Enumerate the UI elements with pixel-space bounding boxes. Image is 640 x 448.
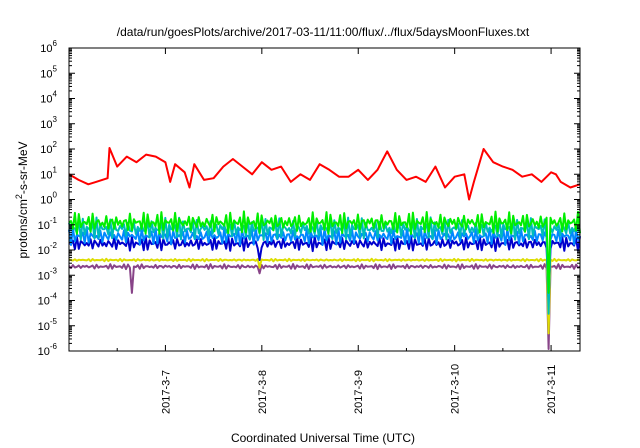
y-tick-label: 101 bbox=[40, 165, 57, 181]
y-tick-label: 103 bbox=[40, 115, 57, 131]
x-tick-label: 2017-3-11 bbox=[546, 365, 558, 414]
y-tick-label: 10-2 bbox=[38, 241, 58, 257]
series-line bbox=[68, 257, 581, 335]
plot-area bbox=[68, 147, 581, 350]
series-line bbox=[68, 235, 581, 302]
y-axis-label-sup: 2 bbox=[14, 194, 24, 199]
series-line bbox=[68, 210, 581, 294]
y-axis-label-rest: -s-sr-MeV bbox=[16, 141, 30, 194]
y-axis: 10-6 10-5 10-4 10-3 10-2 10-1 100 101 102 103 104 1… bbox=[38, 39, 580, 358]
y-tick-label: 10-5 bbox=[38, 317, 58, 333]
y-tick-label: 100 bbox=[40, 191, 57, 207]
y-tick-label: 10-4 bbox=[38, 292, 58, 308]
x-tick-label: 2017-3-8 bbox=[257, 370, 269, 414]
x-axis: 2017-3-7 2017-3-8 2017-3-9 2017-3-10 2017-3-… bbox=[116, 48, 558, 414]
series-line bbox=[68, 147, 581, 201]
chart-title: /data/run/goesPlots/archive/2017-03-11/1… bbox=[117, 25, 530, 39]
y-tick-label: 10-3 bbox=[38, 266, 58, 282]
x-axis-label: Coordinated Universal Time (UTC) bbox=[231, 431, 415, 445]
y-tick-label: 102 bbox=[40, 140, 57, 156]
y-axis-label-main: protons/cm bbox=[16, 199, 30, 258]
y-tick-label: 10-1 bbox=[38, 216, 58, 232]
y-tick-label: 105 bbox=[40, 64, 57, 80]
y-tick-label: 10-6 bbox=[38, 342, 58, 358]
plot-frame bbox=[68, 47, 581, 352]
x-tick-label: 2017-3-9 bbox=[353, 370, 365, 414]
x-tick-label: 2017-3-10 bbox=[450, 364, 462, 414]
series-line bbox=[68, 263, 581, 350]
y-axis-label: protons/cm2-s-sr-MeV bbox=[14, 141, 30, 258]
y-tick-label: 106 bbox=[40, 39, 57, 55]
y-tick-label: 104 bbox=[40, 90, 57, 106]
x-tick-label: 2017-3-7 bbox=[160, 370, 172, 414]
